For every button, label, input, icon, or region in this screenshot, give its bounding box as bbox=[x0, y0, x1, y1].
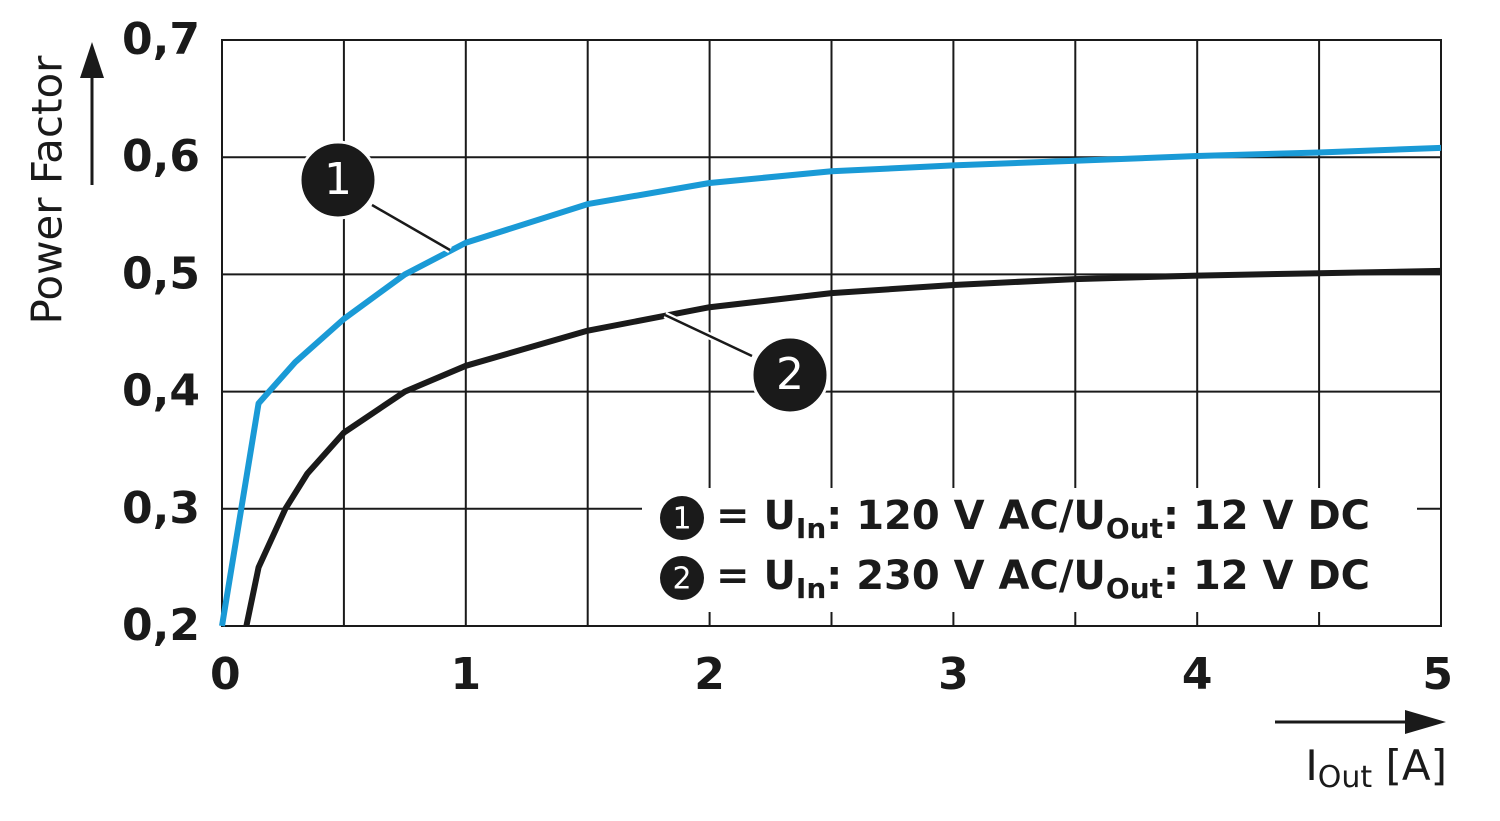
y-arrow-head bbox=[80, 42, 104, 78]
legend-label-part: : 12 V DC bbox=[1163, 493, 1370, 539]
y-axis-label: Power Factor bbox=[23, 55, 72, 325]
x-tick-label: 5 bbox=[1422, 649, 1453, 700]
legend-label: = UIn: 120 V AC/UOut: 12 V DC bbox=[716, 493, 1370, 545]
callout-circle bbox=[750, 335, 830, 415]
legend-label-part: In bbox=[796, 512, 826, 545]
legend-label-part: Out bbox=[1106, 512, 1163, 545]
x-axis-label-part: [A] bbox=[1372, 741, 1447, 790]
x-tick-label: 4 bbox=[1182, 649, 1213, 700]
legend-label-part: = U bbox=[716, 493, 796, 539]
x-tick-label: 3 bbox=[938, 649, 969, 700]
y-tick-label: 0,2 bbox=[122, 600, 200, 651]
x-tick-label: 2 bbox=[694, 649, 725, 700]
legend-label-part: : 230 V AC/U bbox=[826, 553, 1106, 599]
line bbox=[243, 267, 1442, 627]
x-arrow-head bbox=[1405, 710, 1446, 734]
x-axis-label-part: I bbox=[1305, 741, 1317, 790]
legend-marker bbox=[660, 556, 704, 600]
legend-box bbox=[642, 488, 1417, 612]
y-tick-label: 0,4 bbox=[122, 366, 200, 417]
legend-label-part: = U bbox=[716, 553, 796, 599]
x-axis-label: IOut [A] bbox=[1305, 741, 1447, 795]
x-tick-label: 0 bbox=[210, 649, 241, 700]
x-axis-label-part: Out bbox=[1318, 760, 1373, 795]
x-tick-label: 1 bbox=[450, 649, 481, 700]
y-tick-label: 0,7 bbox=[122, 14, 200, 65]
y-tick-label: 0,5 bbox=[122, 248, 200, 299]
legend-marker-label: 1 bbox=[672, 502, 691, 537]
line bbox=[219, 144, 1442, 627]
legend-label: = UIn: 230 V AC/UOut: 12 V DC bbox=[716, 553, 1370, 605]
legend-marker-label: 2 bbox=[672, 562, 691, 597]
legend-marker bbox=[660, 496, 704, 540]
callout-label: 1 bbox=[324, 154, 352, 205]
callout-circle bbox=[298, 140, 378, 220]
legend-label-part: : 12 V DC bbox=[1163, 553, 1370, 599]
legend-label-part: Out bbox=[1106, 572, 1163, 605]
y-tick-label: 0,3 bbox=[122, 483, 200, 534]
legend-label-part: : 120 V AC/U bbox=[826, 493, 1106, 539]
legend-label-part: In bbox=[796, 572, 826, 605]
callout-label: 2 bbox=[776, 349, 804, 400]
callout-leader bbox=[664, 313, 753, 358]
plot-frame bbox=[221, 39, 1442, 627]
y-tick-label: 0,6 bbox=[122, 131, 200, 182]
callout-leader bbox=[371, 203, 451, 252]
